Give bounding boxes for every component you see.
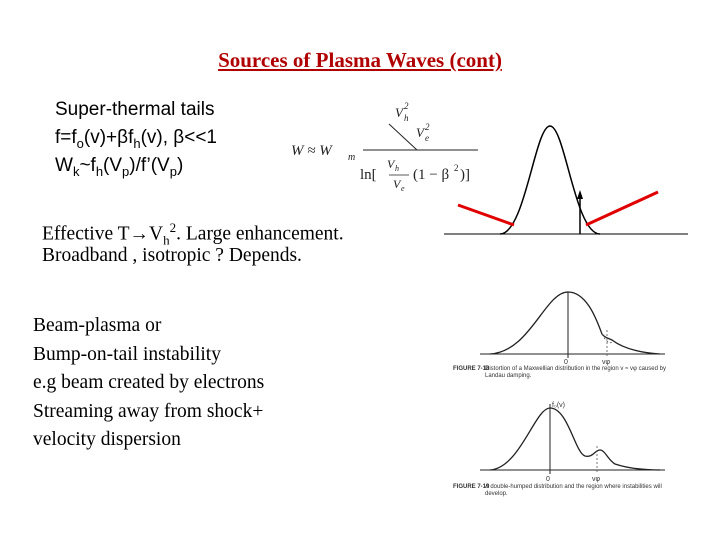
figure-7-18-plot: 0 vφ bbox=[480, 291, 665, 366]
slide-title: Sources of Plasma Waves (cont) bbox=[218, 48, 502, 72]
formula-sub: h bbox=[95, 163, 104, 179]
equation-num-bot-sup: 2 bbox=[425, 122, 430, 132]
left-tail-line bbox=[457, 203, 515, 227]
text-part: V bbox=[149, 223, 164, 245]
instability-line: Streaming away from shock+ bbox=[33, 400, 264, 422]
effective-temperature-line: Effective T→Vh2. Large enhancement. bbox=[42, 216, 344, 252]
formula-part: (v), β<<1 bbox=[140, 127, 217, 148]
equation-ln: ln[ bbox=[360, 167, 377, 183]
formula-part: (v)+βf bbox=[83, 127, 134, 148]
text-sup: 2 bbox=[169, 220, 177, 235]
figure-7-19-label: FIGURE 7-19 bbox=[453, 484, 490, 490]
fig2-double-humped-curve bbox=[489, 407, 661, 471]
fig1-curve bbox=[489, 291, 661, 355]
fig2-zero-label: 0 bbox=[546, 476, 550, 483]
fig1-vphi-label: vφ bbox=[602, 359, 611, 366]
instability-line: Bump-on-tail instability bbox=[33, 343, 221, 365]
text-part: . Large enhancement. bbox=[176, 223, 344, 245]
equation-lhs-sub: m bbox=[348, 152, 355, 163]
formula-part: ~f bbox=[79, 155, 96, 176]
formula-sub: p bbox=[169, 163, 177, 179]
equation-tail: (1 − β bbox=[413, 167, 449, 183]
formula-part: ) bbox=[176, 155, 184, 176]
formula-sub: k bbox=[72, 163, 80, 179]
figure-7-18-caption: Distortion of a Maxwellian distribution … bbox=[485, 366, 666, 379]
formula-part: W bbox=[55, 155, 73, 176]
equation-num-bot: V bbox=[416, 125, 426, 140]
equation-tail-sup: 2 bbox=[454, 163, 459, 173]
equation-inner-bot-sub: e bbox=[401, 184, 405, 193]
equation-inner-top: V bbox=[387, 157, 396, 171]
arrow-head-icon bbox=[577, 190, 583, 199]
instability-text-block: Beam-plasma or Bump-on-tail instability … bbox=[33, 312, 264, 455]
instability-line: Beam-plasma or bbox=[33, 315, 162, 336]
formula-part: )/f’(V bbox=[129, 155, 170, 176]
equation-num-top-sub: h bbox=[404, 113, 409, 123]
distribution-sketch bbox=[444, 125, 688, 235]
formula-sub: h bbox=[133, 135, 141, 151]
figure-7-18-label: FIGURE 7-18 bbox=[453, 366, 490, 372]
broadband-line: Broadband , isotropic ? Depends. bbox=[42, 245, 302, 266]
maxwellian-curve bbox=[499, 125, 601, 235]
figure-7-19-caption: A double-humped distribution and the reg… bbox=[485, 484, 662, 497]
fig2-vphi-label: vφ bbox=[592, 476, 601, 483]
super-thermal-line: Super-thermal tails bbox=[55, 99, 215, 120]
equation-inner-bot: V bbox=[393, 177, 402, 191]
formula-sub: p bbox=[122, 163, 130, 179]
fig1-dashed-curve bbox=[601, 333, 614, 344]
equation-num-bot-sub: e bbox=[425, 133, 429, 143]
text-part: Effective T bbox=[42, 223, 130, 245]
instability-line: e.g beam created by electrons bbox=[33, 372, 265, 393]
equation-num-top-sup: 2 bbox=[404, 101, 409, 111]
equation-slash bbox=[388, 123, 418, 151]
wave-energy-formula: Wk~fh(Vp)/f’(Vp) bbox=[55, 154, 183, 184]
equation-inner-top-sub: h bbox=[395, 164, 399, 173]
instability-line: velocity dispersion bbox=[33, 429, 181, 450]
fig2-f0v-label: f₀(v) bbox=[552, 402, 566, 409]
arrow-icon: → bbox=[129, 223, 150, 245]
figure-7-19-plot: 0 vφ bbox=[480, 404, 665, 483]
distribution-formula: f=fo(v)+βfh(v), β<<1 bbox=[55, 126, 217, 156]
formula-part: (V bbox=[103, 155, 123, 176]
fig1-zero-label: 0 bbox=[564, 359, 568, 366]
right-tail-line bbox=[585, 190, 659, 227]
equation-tail-close: )] bbox=[460, 167, 470, 183]
formula-sub: o bbox=[76, 135, 84, 151]
formula-part: f=f bbox=[55, 127, 77, 148]
text-sub: h bbox=[163, 232, 170, 248]
equation-lhs: W ≈ W bbox=[291, 143, 333, 159]
wave-energy-equation: W ≈ W m V h 2 V e 2 ln[ V h V e (1 − β 2… bbox=[291, 101, 478, 193]
equation-num-top: V bbox=[395, 105, 405, 120]
